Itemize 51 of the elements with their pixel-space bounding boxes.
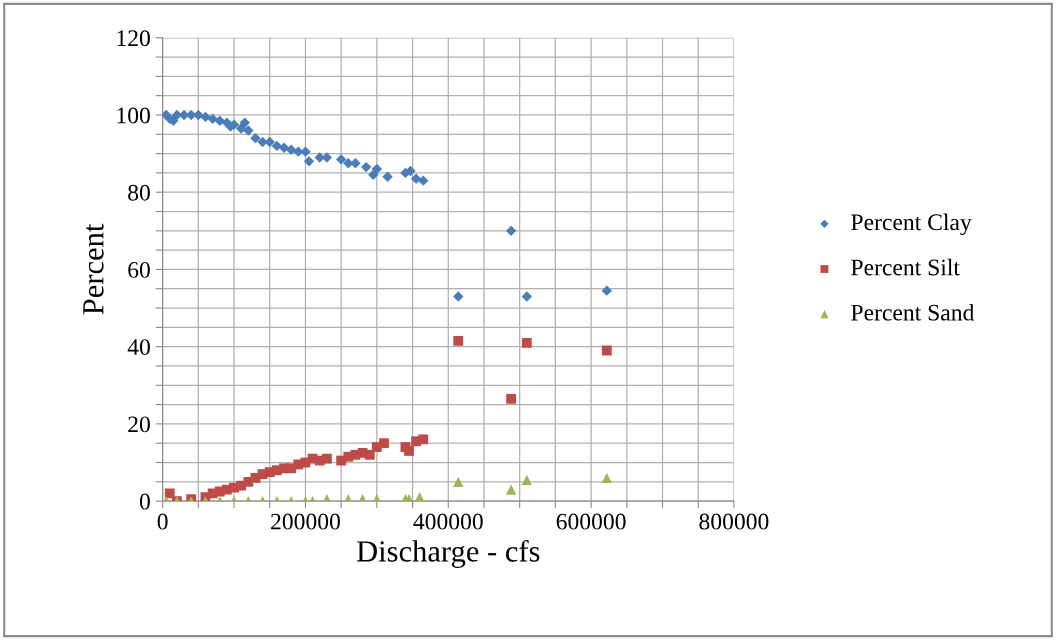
point bbox=[382, 171, 393, 182]
y-tick-label: 100 bbox=[117, 107, 150, 124]
point bbox=[285, 144, 297, 155]
point bbox=[314, 152, 325, 163]
point bbox=[371, 163, 383, 175]
point bbox=[271, 140, 283, 152]
point bbox=[379, 438, 389, 449]
point bbox=[364, 449, 375, 460]
point bbox=[521, 337, 532, 348]
point bbox=[505, 484, 517, 495]
x-tick-label: 800000 bbox=[699, 513, 769, 530]
point bbox=[303, 156, 315, 167]
point bbox=[601, 472, 612, 484]
point bbox=[521, 291, 533, 302]
legend-label: Percent Sand bbox=[851, 304, 975, 321]
point bbox=[404, 446, 414, 456]
point bbox=[506, 393, 517, 404]
point bbox=[239, 117, 250, 128]
y-tick-label: 60 bbox=[128, 261, 150, 278]
point bbox=[360, 161, 372, 173]
x-tick-label: 400000 bbox=[413, 513, 483, 530]
legend-label: Percent Silt bbox=[851, 258, 960, 276]
point bbox=[243, 125, 254, 136]
y-axis-title: Percent bbox=[83, 223, 104, 315]
point bbox=[418, 434, 429, 445]
point bbox=[214, 115, 225, 126]
y-tick-label: 0 bbox=[139, 493, 150, 510]
x-tick-label: 0 bbox=[157, 513, 168, 530]
point bbox=[453, 291, 464, 302]
point bbox=[453, 335, 464, 346]
point bbox=[601, 345, 612, 356]
y-tick-label: 40 bbox=[127, 339, 150, 356]
point bbox=[278, 142, 290, 154]
point bbox=[410, 173, 422, 184]
point bbox=[164, 488, 175, 499]
x-tick-label: 600000 bbox=[556, 513, 626, 530]
legend-label: Percent Clay bbox=[851, 213, 972, 236]
point bbox=[250, 132, 261, 144]
point bbox=[350, 158, 361, 169]
point bbox=[601, 285, 612, 296]
y-tick-label: 80 bbox=[128, 184, 150, 201]
point bbox=[521, 474, 532, 486]
point bbox=[418, 175, 429, 186]
x-tick-label: 200000 bbox=[271, 513, 340, 530]
y-tick-label: 120 bbox=[117, 30, 150, 47]
point bbox=[321, 453, 332, 464]
point bbox=[335, 154, 347, 165]
y-tick-label: 20 bbox=[128, 416, 150, 433]
x-axis-title: Discharge - cfs bbox=[356, 539, 540, 568]
point bbox=[505, 225, 517, 237]
point bbox=[453, 476, 464, 487]
